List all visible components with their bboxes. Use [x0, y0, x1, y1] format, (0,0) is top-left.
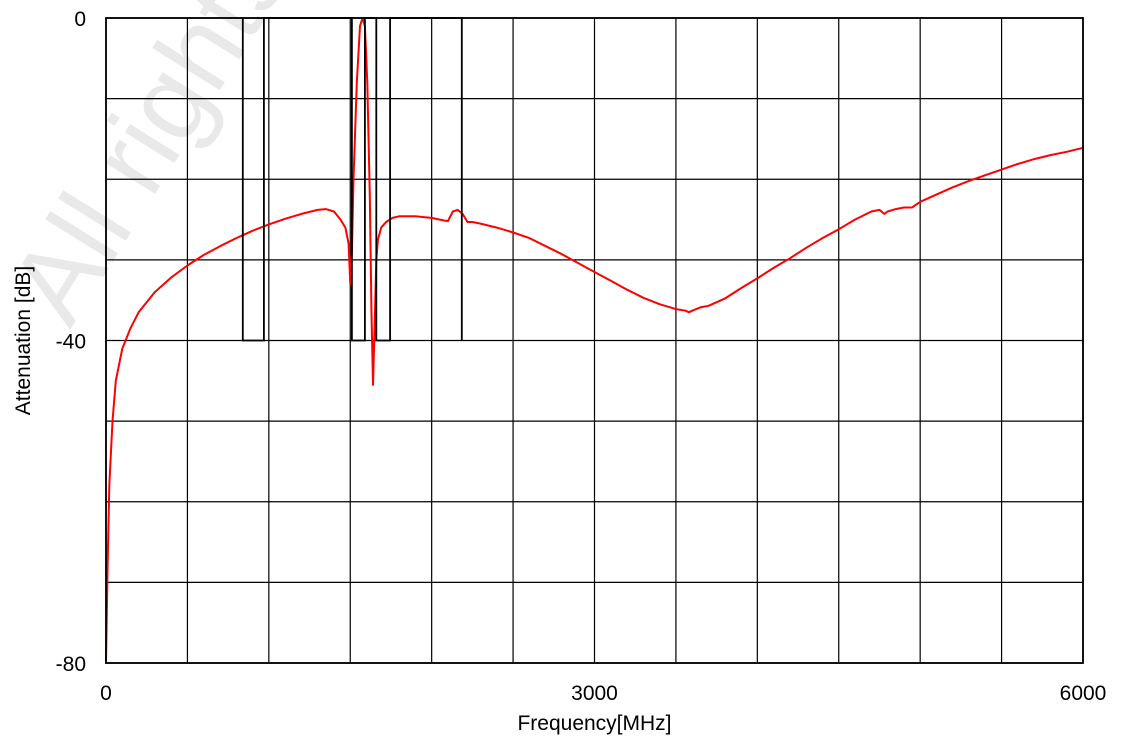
y-tick-label: -80 [56, 653, 86, 676]
y-tick-label: -40 [56, 331, 86, 354]
x-axis-label: Frequency[MHz] [517, 712, 671, 735]
spec-mask-line [241, 17, 463, 342]
tick-label-layer: 0 3000 6000 -80 -40 0 [56, 8, 1107, 705]
y-axis-label: Attenuation [dB] [12, 266, 35, 415]
y-tick-label: 0 [74, 8, 86, 31]
watermark-text: All rights reserved [0, 0, 557, 343]
series-layer [105, 17, 1084, 664]
x-tick-label: 6000 [1060, 682, 1107, 705]
plot-frame [105, 17, 1084, 664]
attenuation-curve [105, 17, 1084, 664]
x-tick-label: 3000 [571, 682, 618, 705]
x-tick-label: 0 [100, 682, 112, 705]
